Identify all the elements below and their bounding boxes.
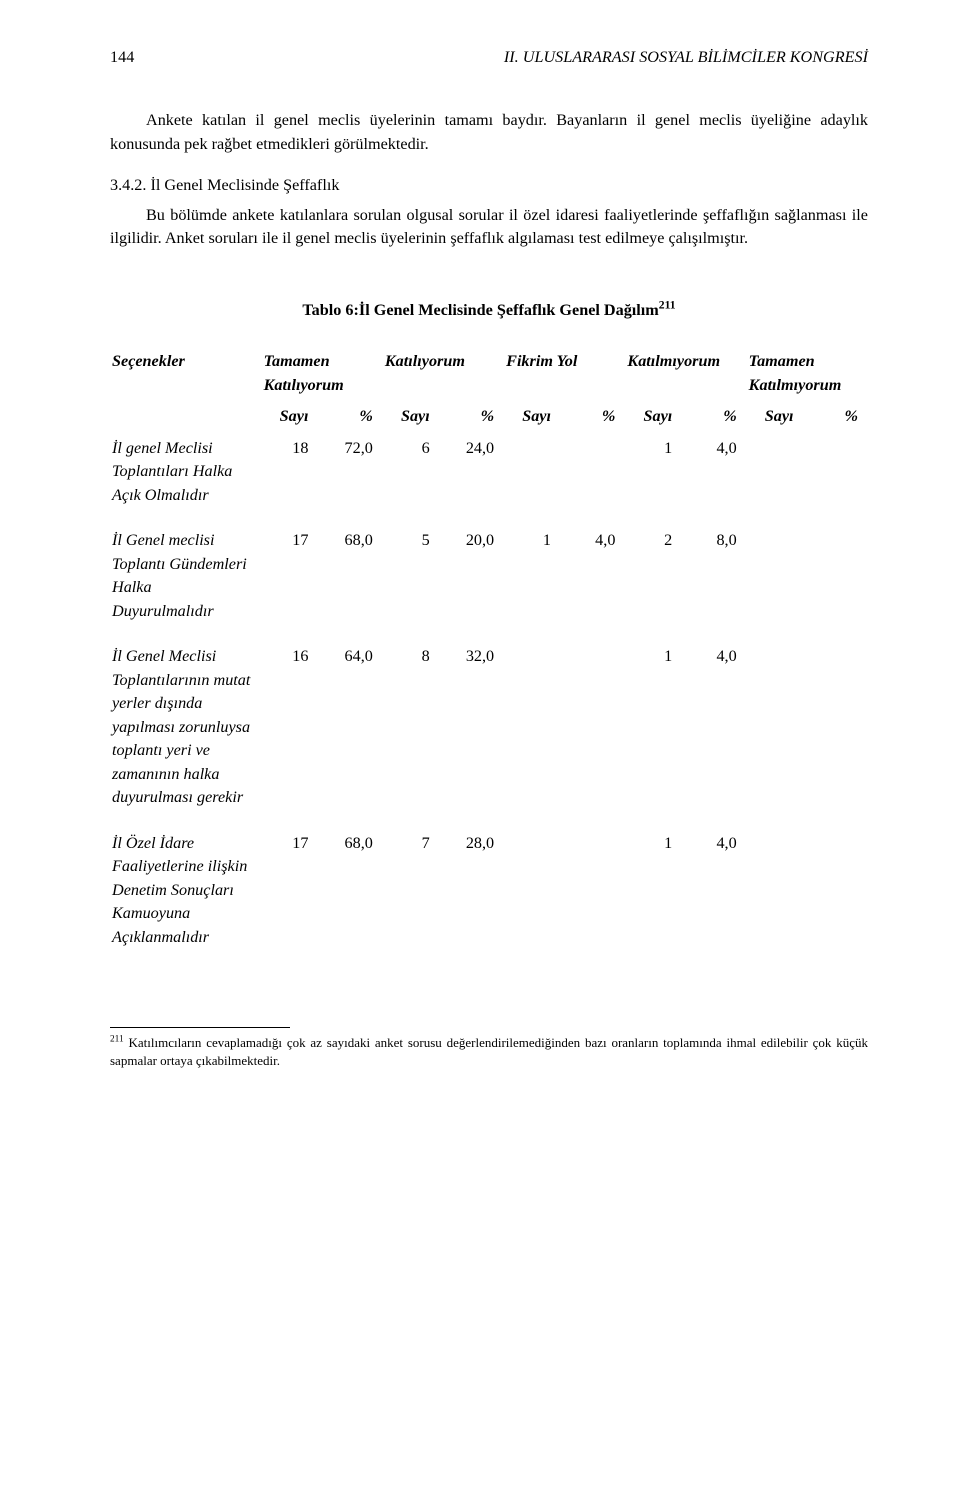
- cell: [747, 525, 804, 641]
- sub-pct-5: %: [804, 401, 868, 432]
- cell: 32,0: [440, 641, 504, 827]
- footnote: 211 Katılımcıların cevaplamadığı çok az …: [110, 1034, 868, 1069]
- sub-sayi-3: Sayı: [504, 401, 561, 432]
- table-head-row-2: Sayı % Sayı % Sayı % Sayı % Sayı %: [110, 401, 868, 432]
- sub-pct-3: %: [561, 401, 625, 432]
- table-row: İl Özel İdare Faaliyetlerine ilişkin Den…: [110, 828, 868, 967]
- cell: 1: [625, 828, 682, 967]
- cell: 5: [383, 525, 440, 641]
- cell: 24,0: [440, 433, 504, 525]
- cell: 64,0: [318, 641, 382, 827]
- table-row: İl Genel meclisi Toplantı Gündemleri Hal…: [110, 525, 868, 641]
- data-table: Seçenekler Tamamen Katılıyorum Katılıyor…: [110, 346, 868, 967]
- row-label: İl Özel İdare Faaliyetlerine ilişkin Den…: [110, 828, 262, 967]
- cell: 17: [262, 525, 319, 641]
- blank-cell: [110, 401, 262, 432]
- footnote-text: Katılımcıların cevaplamadığı çok az sayı…: [110, 1035, 868, 1068]
- table-head: Seçenekler Tamamen Katılıyorum Katılıyor…: [110, 346, 868, 432]
- row-label: İl genel Meclisi Toplantıları Halka Açık…: [110, 433, 262, 525]
- sub-sayi-4: Sayı: [625, 401, 682, 432]
- cell: 4,0: [682, 433, 746, 525]
- cell: [504, 433, 561, 525]
- paragraph-2-text: Bu bölümde ankete katılanlara sorulan ol…: [110, 206, 868, 247]
- cell: 68,0: [318, 828, 382, 967]
- sub-sayi-5: Sayı: [747, 401, 804, 432]
- paragraph-1-text: Ankete katılan il genel meclis üyelerini…: [110, 111, 868, 152]
- cell: [561, 828, 625, 967]
- footnote-mark: 211: [110, 1035, 124, 1045]
- col-katiliyorum: Katılıyorum: [383, 346, 504, 401]
- cell: 7: [383, 828, 440, 967]
- table-title: Tablo 6:İl Genel Meclisinde Şeffaflık Ge…: [110, 299, 868, 322]
- cell: 20,0: [440, 525, 504, 641]
- cell: 16: [262, 641, 319, 827]
- sub-sayi-1: Sayı: [262, 401, 319, 432]
- page-header: 144 II. ULUSLARARASI SOSYAL BİLİMCİLER K…: [110, 46, 868, 69]
- cell: [747, 641, 804, 827]
- cell: [504, 641, 561, 827]
- cell: 18: [262, 433, 319, 525]
- page: 144 II. ULUSLARARASI SOSYAL BİLİMCİLER K…: [0, 0, 960, 1495]
- cell: 72,0: [318, 433, 382, 525]
- cell: 4,0: [561, 525, 625, 641]
- sub-pct-4: %: [682, 401, 746, 432]
- table-body: İl genel Meclisi Toplantıları Halka Açık…: [110, 433, 868, 967]
- paragraph-2: Bu bölümde ankete katılanlara sorulan ol…: [110, 204, 868, 251]
- cell: [804, 828, 868, 967]
- running-title: II. ULUSLARARASI SOSYAL BİLİMCİLER KONGR…: [504, 46, 868, 69]
- cell: [747, 828, 804, 967]
- section-heading: 3.4.2. İl Genel Meclisinde Şeffaflık: [110, 174, 868, 197]
- cell: [561, 433, 625, 525]
- cell: 6: [383, 433, 440, 525]
- cell: 1: [625, 433, 682, 525]
- table-title-footnote-mark: 211: [659, 299, 676, 312]
- col-katilmiyorum: Katılmıyorum: [625, 346, 746, 401]
- cell: 1: [625, 641, 682, 827]
- section-heading-text: 3.4.2. İl Genel Meclisinde Şeffaflık: [110, 176, 339, 194]
- table-head-row-1: Seçenekler Tamamen Katılıyorum Katılıyor…: [110, 346, 868, 401]
- table-row: İl genel Meclisi Toplantıları Halka Açık…: [110, 433, 868, 525]
- page-number: 144: [110, 46, 134, 69]
- cell: [747, 433, 804, 525]
- sub-sayi-2: Sayı: [383, 401, 440, 432]
- cell: [804, 525, 868, 641]
- footnote-separator: [110, 1027, 290, 1028]
- cell: 8: [383, 641, 440, 827]
- table-title-text: Tablo 6:İl Genel Meclisinde Şeffaflık Ge…: [302, 301, 658, 319]
- cell: [504, 828, 561, 967]
- cell: 8,0: [682, 525, 746, 641]
- col-secenekler: Seçenekler: [110, 346, 262, 401]
- cell: 17: [262, 828, 319, 967]
- row-label: İl Genel Meclisi Toplantılarının mutat y…: [110, 641, 262, 827]
- paragraph-1: Ankete katılan il genel meclis üyelerini…: [110, 109, 868, 156]
- row-label: İl Genel meclisi Toplantı Gündemleri Hal…: [110, 525, 262, 641]
- cell: [561, 641, 625, 827]
- col-tamamen-katilmiyorum: Tamamen Katılmıyorum: [747, 346, 868, 401]
- cell: 2: [625, 525, 682, 641]
- cell: 4,0: [682, 641, 746, 827]
- cell: 68,0: [318, 525, 382, 641]
- cell: 28,0: [440, 828, 504, 967]
- table-row: İl Genel Meclisi Toplantılarının mutat y…: [110, 641, 868, 827]
- cell: [804, 641, 868, 827]
- sub-pct-1: %: [318, 401, 382, 432]
- col-tamamen-katiliyorum: Tamamen Katılıyorum: [262, 346, 383, 401]
- col-fikrim-yol: Fikrim Yol: [504, 346, 625, 401]
- cell: 1: [504, 525, 561, 641]
- cell: 4,0: [682, 828, 746, 967]
- sub-pct-2: %: [440, 401, 504, 432]
- cell: [804, 433, 868, 525]
